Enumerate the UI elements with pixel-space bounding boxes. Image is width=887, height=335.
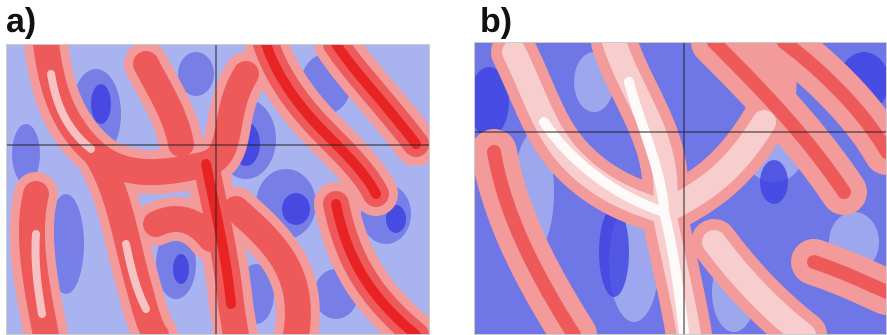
- stripe-pattern-map-b: [474, 42, 887, 335]
- panel-label-b: b): [480, 2, 513, 40]
- map-b-red-stripes: [474, 42, 887, 335]
- panel-label-a: a): [6, 2, 37, 40]
- stripe-pattern-map-a: [6, 44, 430, 335]
- map-a-red-stripes: [9, 44, 430, 335]
